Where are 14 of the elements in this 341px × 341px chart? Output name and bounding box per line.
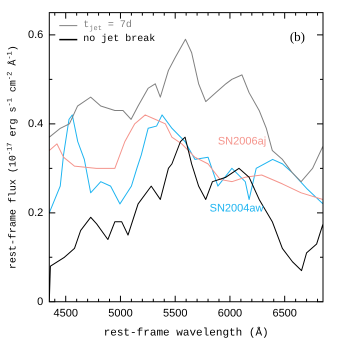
series-label: SN2004aw (210, 202, 264, 214)
y-tick-label: 0.4 (28, 118, 44, 130)
x-tick-label: 5500 (162, 307, 188, 320)
x-axis-title: rest-frame wavelength (Å) (104, 326, 269, 340)
y-tick-label: 0 (37, 296, 44, 308)
x-tick-label: 4500 (53, 307, 78, 320)
series-label: SN2006aj (218, 136, 266, 148)
y-tick-label: 0.6 (28, 28, 44, 41)
y-tick-label: 0.2 (28, 206, 44, 219)
legend-label: no jet break (83, 33, 156, 46)
x-tick-label: 5000 (108, 307, 133, 320)
annotation: (b) (290, 29, 305, 44)
x-tick-label: 6000 (218, 307, 242, 320)
x-tick-label: 6500 (272, 307, 297, 320)
